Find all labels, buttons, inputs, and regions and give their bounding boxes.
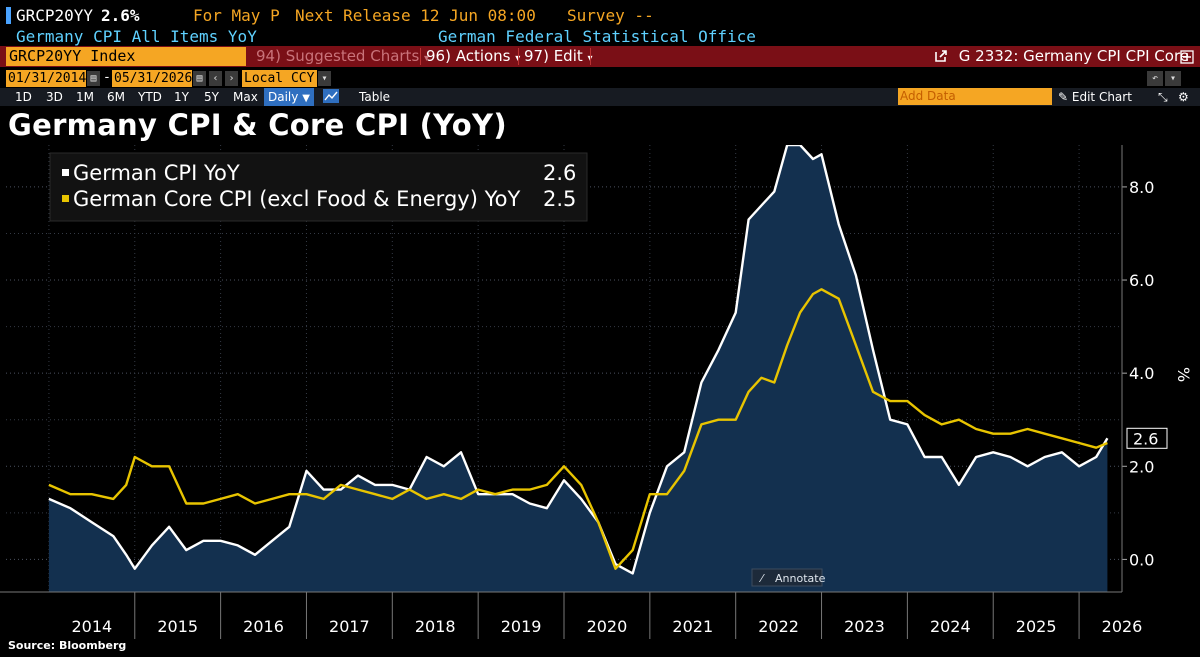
calendar-icon[interactable]: ▤ [193, 71, 206, 86]
edit-chart-label: Edit Chart [1071, 90, 1132, 104]
legend-swatch-cpi [62, 169, 69, 176]
x-tick-label: 2023 [844, 617, 885, 636]
calendar-icon[interactable]: ▤ [87, 71, 100, 86]
range-dash: - [103, 70, 111, 85]
x-tick-label: 2019 [501, 617, 542, 636]
x-axis: 2014 2015 2016 2017 2018 2019 2020 2021 2022 2023… [0, 145, 1142, 639]
period-max[interactable]: Max [233, 90, 258, 104]
suggested-charts-label: 94) Suggested Charts [256, 47, 420, 65]
x-tick-label: 2018 [415, 617, 456, 636]
date-range-row: 01/31/2014 ▤ - 05/31/2026 ▤ ‹ › Local CC… [0, 70, 1200, 88]
legend-label-core: German Core CPI (excl Food & Energy) YoY [73, 187, 520, 211]
y-tick-label: 4.0 [1129, 364, 1154, 383]
period-1y[interactable]: 1Y [174, 90, 189, 104]
x-tick-label: 2017 [329, 617, 370, 636]
suggested-charts-button[interactable]: 94) Suggested Charts ▾ [256, 47, 429, 66]
y-tick-label: 2.0 [1129, 457, 1154, 476]
y-tick-label: 0.0 [1129, 550, 1154, 569]
security-header: GRCP20YY 2.6% For May P Next Release 12 … [0, 5, 1200, 27]
line-chart-icon[interactable] [323, 88, 339, 106]
actions-label: 96) Actions [426, 47, 511, 65]
period-3d[interactable]: 3D [46, 90, 63, 104]
survey: Survey -- [567, 6, 654, 25]
pencil-icon: ⁄ [758, 572, 765, 585]
divider [590, 48, 591, 65]
y-tick-label: 8.0 [1129, 178, 1154, 197]
period-6m[interactable]: 6M [107, 90, 125, 104]
y-axis-unit: % [1174, 367, 1193, 382]
chart-id-link[interactable]: G 2332: Germany CPI CPI Core [934, 47, 1189, 66]
step-back-icon[interactable]: ‹ [209, 71, 222, 86]
x-tick-label: 2026 [1102, 617, 1143, 636]
currency-select[interactable]: Local CCY [242, 70, 317, 87]
action-bar: GRCP20YY Index 94) Suggested Charts ▾ 96… [0, 46, 1200, 67]
x-tick-label: 2022 [758, 617, 799, 636]
dropdown-arrow-icon[interactable]: ▾ [1165, 71, 1181, 86]
period-5y[interactable]: 5Y [204, 90, 219, 104]
period-label: For May P [193, 6, 280, 25]
step-forward-icon[interactable]: › [225, 71, 238, 86]
legend-label-cpi: German CPI YoY [73, 161, 240, 185]
x-tick-label: 2024 [930, 617, 971, 636]
external-link-icon [935, 50, 947, 62]
chart-title: Germany CPI & Core CPI (YoY) [8, 108, 507, 142]
security-description: Germany CPI All Items YoY [16, 27, 257, 46]
dropdown-arrow-icon: ▾ [424, 53, 430, 64]
pencil-icon: ✎ [1058, 90, 1069, 104]
chevron-down-icon[interactable]: ▾ [318, 71, 331, 86]
dropdown-arrow-icon: ▼ [302, 93, 310, 104]
annotate-label: Annotate [775, 572, 826, 585]
divider [420, 48, 421, 65]
annotate-button[interactable]: ⁄ Annotate [751, 568, 826, 587]
legend-value-core: 2.5 [543, 187, 576, 211]
edit-chart-button[interactable]: ✎ Edit Chart [1058, 88, 1132, 106]
last-value-label: 2.6 [1133, 429, 1158, 448]
x-tick-label: 2025 [1016, 617, 1057, 636]
source-footer: Source: Bloomberg [8, 639, 127, 652]
edit-button[interactable]: 97) Edit ▾ [524, 47, 593, 66]
x-tick-label: 2020 [587, 617, 628, 636]
expand-icon[interactable]: ⤡ [1158, 90, 1168, 104]
source-organisation: German Federal Statistical Office [438, 27, 756, 46]
description-row: Germany CPI All Items YoY German Federal… [0, 27, 1200, 47]
table-button[interactable]: Table [359, 90, 391, 104]
x-tick-label: 2021 [672, 617, 713, 636]
next-release: Next Release 12 Jun 08:00 [295, 6, 536, 25]
divider [518, 48, 519, 65]
actions-button[interactable]: 96) Actions ▾ [426, 47, 520, 66]
focus-marker [6, 7, 11, 24]
edit-label: 97) Edit [524, 47, 583, 65]
start-date-input[interactable]: 01/31/2014 [6, 70, 87, 87]
settings-icon[interactable]: ⚙ [1178, 90, 1189, 104]
last-value: 2.6% [101, 6, 140, 25]
chart-id-label: G 2332: Germany CPI CPI Core [958, 47, 1190, 65]
y-axis: 0.0 2.0 4.0 6.0 8.0 [1122, 178, 1154, 569]
chart-area: 0.0 2.0 4.0 6.0 8.0 2014 2015 2016 2017 2018 2019… [0, 145, 1193, 639]
undo-icon[interactable]: ↶ [1147, 71, 1163, 86]
period-1d[interactable]: 1D [15, 90, 32, 104]
x-tick-label: 2015 [157, 617, 198, 636]
legend: German CPI YoY 2.6 German Core CPI (excl… [49, 152, 588, 222]
legend-value-cpi: 2.6 [543, 161, 576, 185]
add-data-input[interactable]: Add Data [898, 88, 1052, 105]
last-value-marker: 2.6 [1126, 427, 1168, 449]
y-tick-label: 6.0 [1129, 271, 1154, 290]
dropdown-arrow-icon: ▾ [515, 53, 520, 64]
ticker: GRCP20YY [16, 6, 94, 25]
frequency-select[interactable]: Daily ▼ [264, 88, 314, 106]
frequency-label: Daily [268, 90, 299, 104]
period-bar: 1D 3D 1M 6M YTD 1Y 5Y Max Daily ▼ Table … [0, 88, 1200, 106]
period-1m[interactable]: 1M [76, 90, 94, 104]
x-tick-label: 2016 [243, 617, 284, 636]
add-icon[interactable] [1180, 47, 1194, 66]
x-tick-label: 2014 [71, 617, 112, 636]
legend-swatch-core [62, 195, 69, 202]
security-field[interactable]: GRCP20YY Index [6, 47, 246, 66]
core-cpi-line [48, 288, 1108, 570]
end-date-input[interactable]: 05/31/2026 [112, 70, 193, 87]
period-ytd[interactable]: YTD [138, 90, 162, 104]
